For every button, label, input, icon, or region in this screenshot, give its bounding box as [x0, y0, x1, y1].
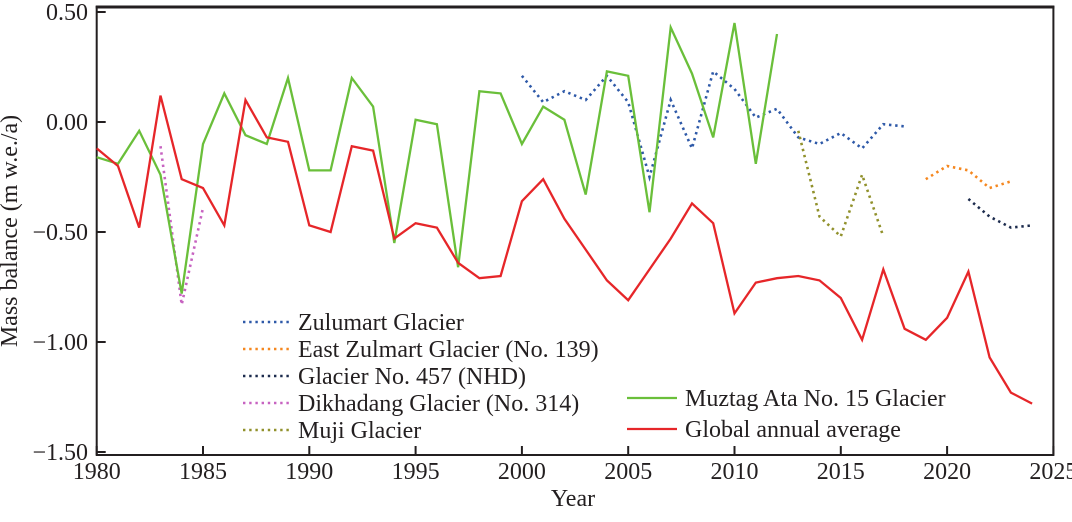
x-tick-label-2010: 2010 [711, 459, 759, 485]
legend-item-east-zulmart-glacier-no-139: East Zulmart Glacier (No. 139) [243, 337, 599, 363]
y-tick-label-3: −1.00 [32, 330, 88, 356]
x-tick-label-1995: 1995 [392, 459, 440, 485]
legend-label-dikhadang-glacier-no-314: Dikhadang Glacier (No. 314) [298, 391, 579, 417]
legend-label-glacier-no-457-nhd: Glacier No. 457 (NHD) [298, 364, 526, 390]
legend-item-dikhadang-glacier-no-314: Dikhadang Glacier (No. 314) [243, 391, 579, 417]
x-tick-label-1990: 1990 [285, 459, 333, 485]
series-line-east-zulmart-glacier-no-139 [925, 164, 1012, 190]
legend-label-global-annual-average: Global annual average [685, 417, 901, 443]
legend-label-muji-glacier: Muji Glacier [298, 418, 421, 444]
x-tick-label-2025: 2025 [1029, 459, 1072, 485]
series-line-zulumart-glacier [520, 69, 905, 182]
x-tick-label-2020: 2020 [923, 459, 971, 485]
series-lines [95, 22, 1033, 405]
axis-ticks: 1980 1985 1990 1995 2000 2005 2010 2015 2020 2025… [32, 0, 1072, 485]
series-line-muztag-ata-no-15-glacier [96, 22, 779, 294]
legend-item-muztag-ata-no-15-glacier: Muztag Ata No. 15 Glacier [627, 386, 946, 412]
legend-item-glacier-no-457-nhd: Glacier No. 457 (NHD) [243, 364, 526, 390]
series-line-glacier-no-457-nhd [967, 197, 1033, 229]
legend-label-muztag-ata-no-15-glacier: Muztag Ata No. 15 Glacier [685, 386, 946, 412]
y-tick-label-4: −1.50 [32, 440, 88, 466]
x-axis-title: Year [551, 486, 595, 512]
y-tick-label-0: 0.50 [46, 0, 88, 26]
y-tick-label-1: 0.00 [46, 110, 88, 136]
legend-label-zulumart-glacier: Zulumart Glacier [298, 310, 464, 336]
series-line-global-annual-average [95, 95, 1033, 405]
x-tick-label-1985: 1985 [179, 459, 227, 485]
x-tick-label-2005: 2005 [604, 459, 652, 485]
x-tick-label-2000: 2000 [498, 459, 546, 485]
legend-item-global-annual-average: Global annual average [627, 417, 901, 443]
series-line-dikhadang-glacier-no-314 [159, 146, 205, 305]
series-line-muji-glacier [797, 130, 885, 239]
x-tick-label-1980: 1980 [73, 459, 121, 485]
legend-label-east-zulmart-glacier-no-139: East Zulmart Glacier (No. 139) [298, 337, 599, 363]
y-axis-title: Mass balance (m w.e./a) [0, 115, 23, 347]
legend-item-muji-glacier: Muji Glacier [243, 418, 421, 444]
x-tick-label-2015: 2015 [817, 459, 865, 485]
y-tick-label-2: −0.50 [32, 220, 88, 246]
legend-item-zulumart-glacier: Zulumart Glacier [243, 310, 464, 336]
